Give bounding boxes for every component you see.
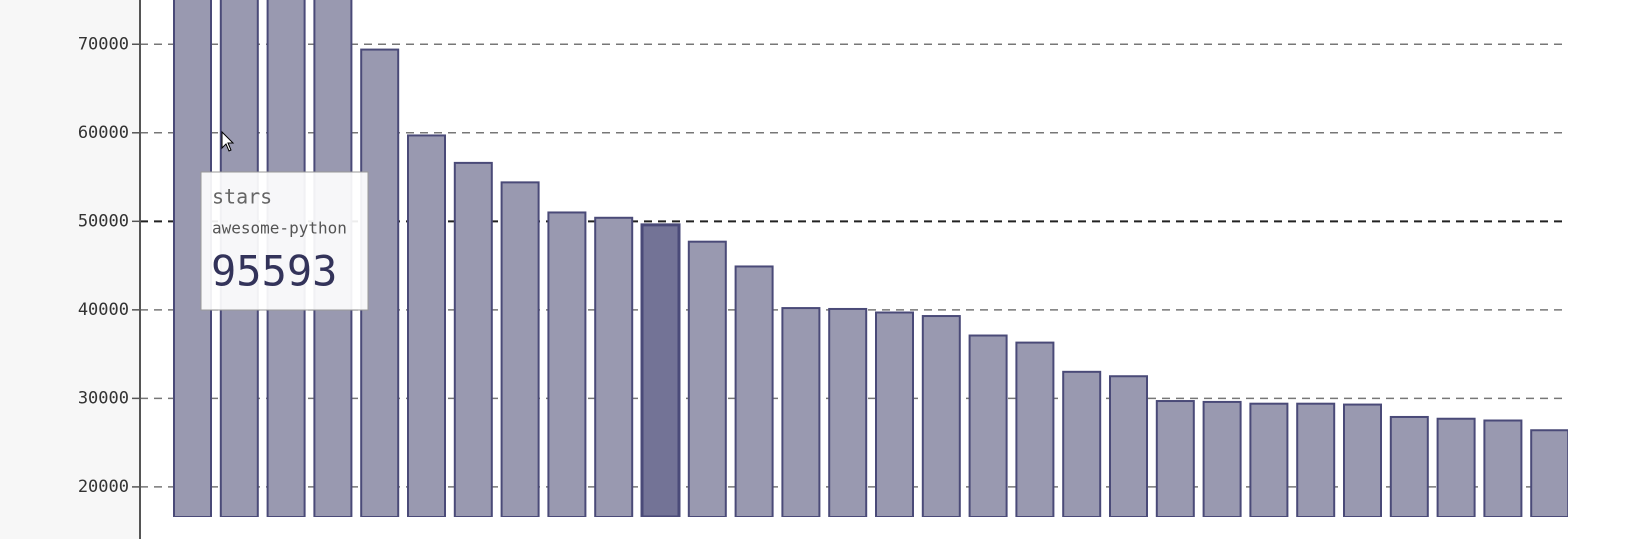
bar: [594, 216, 634, 517]
y-tick-label: 70000: [78, 34, 129, 54]
cursor: [221, 130, 235, 152]
bar: [407, 134, 446, 517]
bar: [547, 211, 587, 517]
tooltip-value: 95593: [211, 247, 337, 296]
bar: [453, 161, 493, 517]
y-tick-label: 30000: [78, 388, 129, 408]
bar: [1389, 415, 1429, 517]
bar: [1530, 429, 1568, 517]
bar: [781, 307, 821, 517]
y-tick-label: 60000: [78, 123, 129, 143]
tooltip-label: awesome-python: [212, 219, 347, 238]
bar: [1296, 402, 1336, 517]
y-tick-label: 40000: [78, 300, 129, 320]
bars[interactable]: [173, 0, 1568, 517]
y-tick-label: 50000: [78, 211, 129, 231]
bar: [640, 223, 681, 517]
tooltip-series: stars: [212, 185, 272, 209]
bar: [1155, 400, 1195, 517]
tooltip: stars awesome-python 95593: [200, 171, 369, 311]
tooltip-box: [200, 171, 369, 311]
bar: [1109, 375, 1148, 517]
bar: [1436, 417, 1476, 517]
bar: [1062, 370, 1102, 517]
bar: [828, 307, 868, 517]
bar: [968, 334, 1008, 517]
bar: [1202, 400, 1242, 517]
bar: [1483, 419, 1523, 517]
bar: [1343, 403, 1382, 517]
bar: [500, 181, 540, 517]
axis-panel: [0, 0, 140, 539]
bar: [734, 265, 774, 517]
bar: [1015, 341, 1055, 517]
bar: [687, 240, 727, 517]
bar: [921, 315, 961, 517]
bar: [875, 311, 914, 517]
y-tick-label: 20000: [78, 477, 129, 497]
bar: [1249, 402, 1289, 517]
